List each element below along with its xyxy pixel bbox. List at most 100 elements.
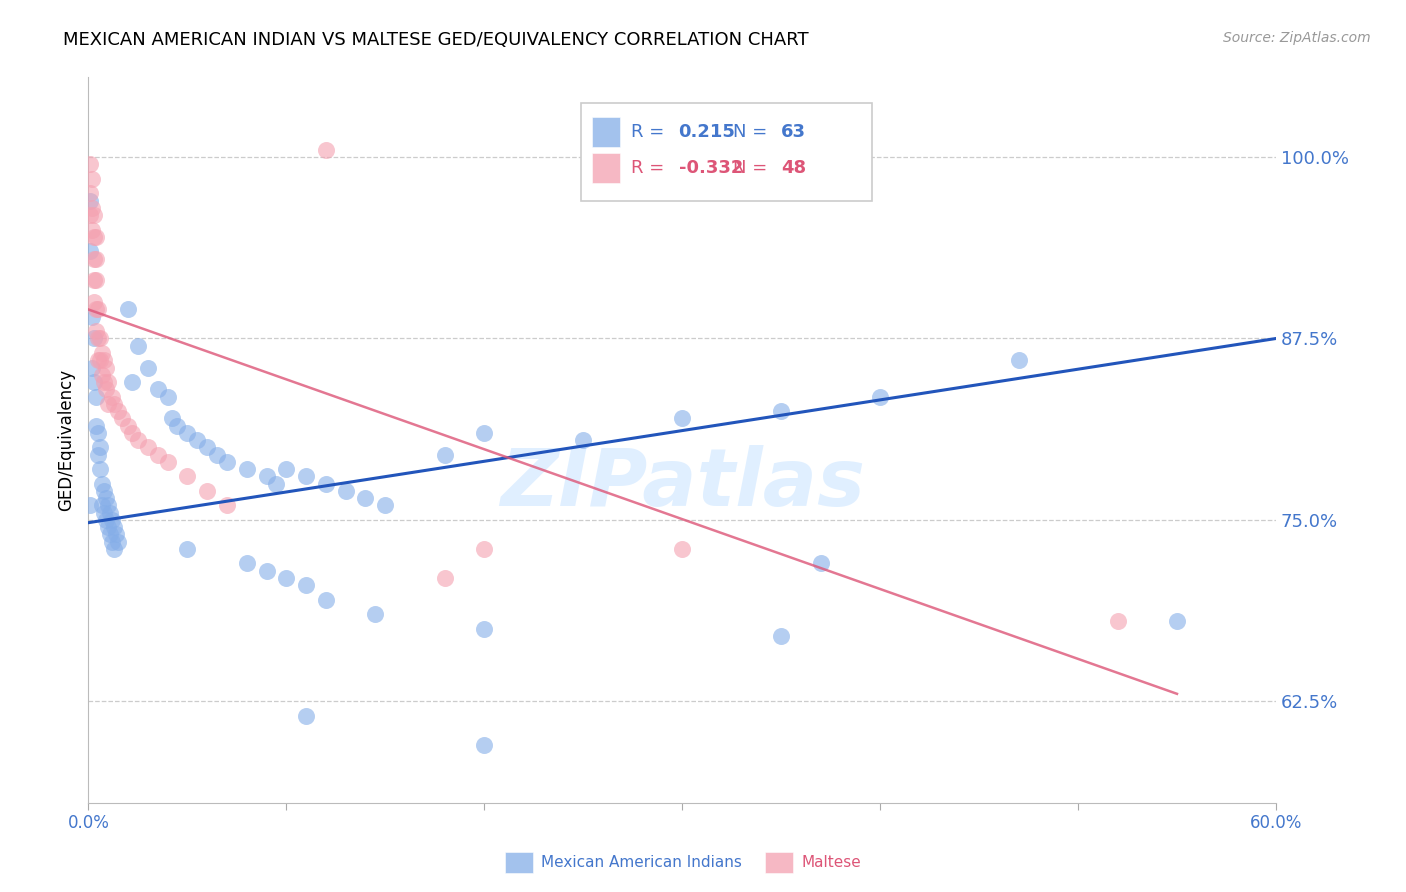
Point	[79, 244, 101, 259]
Text: MEXICAN AMERICAN INDIAN VS MALTESE GED/EQUIVALENCY CORRELATION CHART: MEXICAN AMERICAN INDIAN VS MALTESE GED/E…	[63, 31, 808, 49]
Point	[295, 469, 318, 483]
Point	[82, 360, 104, 375]
Point	[96, 491, 118, 505]
Point	[79, 208, 101, 222]
Point	[84, 324, 107, 338]
Point	[93, 506, 115, 520]
Text: ZIPatlas: ZIPatlas	[499, 444, 865, 523]
Point	[117, 418, 139, 433]
Point	[572, 433, 595, 447]
Point	[256, 564, 278, 578]
Point	[84, 252, 107, 266]
Point	[266, 476, 288, 491]
Point	[96, 360, 118, 375]
Point	[84, 302, 107, 317]
Point	[79, 498, 101, 512]
Point	[83, 375, 105, 389]
Point	[1107, 615, 1129, 629]
FancyBboxPatch shape	[592, 117, 620, 147]
Point	[97, 498, 120, 512]
Point	[770, 629, 793, 643]
Text: 63: 63	[780, 123, 806, 141]
Point	[235, 556, 257, 570]
Point	[87, 331, 110, 345]
Point	[433, 571, 456, 585]
Point	[195, 440, 218, 454]
Point	[97, 375, 120, 389]
Point	[176, 425, 198, 440]
Point	[91, 498, 114, 512]
Point	[256, 469, 278, 483]
Point	[79, 157, 101, 171]
Point	[156, 390, 179, 404]
Point	[97, 397, 120, 411]
Text: N =: N =	[734, 123, 773, 141]
Point	[89, 462, 111, 476]
Point	[97, 520, 120, 534]
Point	[146, 448, 169, 462]
Point	[186, 433, 208, 447]
Point	[374, 498, 396, 512]
Y-axis label: GED/Equivalency: GED/Equivalency	[58, 369, 75, 511]
Point	[276, 462, 298, 476]
Point	[98, 527, 121, 541]
Point	[93, 353, 115, 368]
Point	[98, 506, 121, 520]
Point	[472, 425, 495, 440]
Point	[166, 418, 188, 433]
Point	[87, 448, 110, 462]
Point	[83, 331, 105, 345]
Point	[84, 273, 107, 287]
Text: Source: ZipAtlas.com: Source: ZipAtlas.com	[1223, 31, 1371, 45]
Point	[105, 527, 128, 541]
Point	[335, 483, 357, 498]
Point	[103, 397, 125, 411]
Point	[101, 534, 124, 549]
Text: Maltese: Maltese	[801, 855, 860, 870]
Point	[89, 353, 111, 368]
Point	[89, 331, 111, 345]
Point	[235, 462, 257, 476]
Point	[101, 513, 124, 527]
Point	[87, 425, 110, 440]
Point	[136, 440, 159, 454]
Point	[93, 483, 115, 498]
Point	[91, 476, 114, 491]
Point	[84, 390, 107, 404]
Point	[1166, 615, 1188, 629]
Point	[117, 302, 139, 317]
Point	[79, 186, 101, 201]
Point	[111, 411, 134, 425]
Point	[93, 375, 115, 389]
Point	[215, 498, 238, 512]
Point	[84, 230, 107, 244]
Point	[215, 455, 238, 469]
Point	[87, 353, 110, 368]
Point	[770, 404, 793, 418]
Point	[315, 143, 337, 157]
Point	[83, 273, 105, 287]
Point	[176, 541, 198, 556]
Point	[96, 382, 118, 396]
Text: Mexican American Indians: Mexican American Indians	[541, 855, 742, 870]
Text: R =: R =	[631, 123, 671, 141]
Text: 0.215: 0.215	[679, 123, 735, 141]
Point	[101, 390, 124, 404]
Point	[103, 541, 125, 556]
Point	[121, 375, 143, 389]
Point	[127, 433, 149, 447]
Point	[364, 607, 387, 621]
Point	[315, 476, 337, 491]
Point	[146, 382, 169, 396]
Point	[107, 534, 129, 549]
Text: R =: R =	[631, 159, 671, 178]
Point	[433, 448, 456, 462]
Point	[107, 404, 129, 418]
Text: 48: 48	[780, 159, 806, 178]
Point	[671, 541, 693, 556]
Point	[472, 541, 495, 556]
Point	[103, 520, 125, 534]
Point	[84, 418, 107, 433]
Point	[87, 302, 110, 317]
Point	[82, 201, 104, 215]
